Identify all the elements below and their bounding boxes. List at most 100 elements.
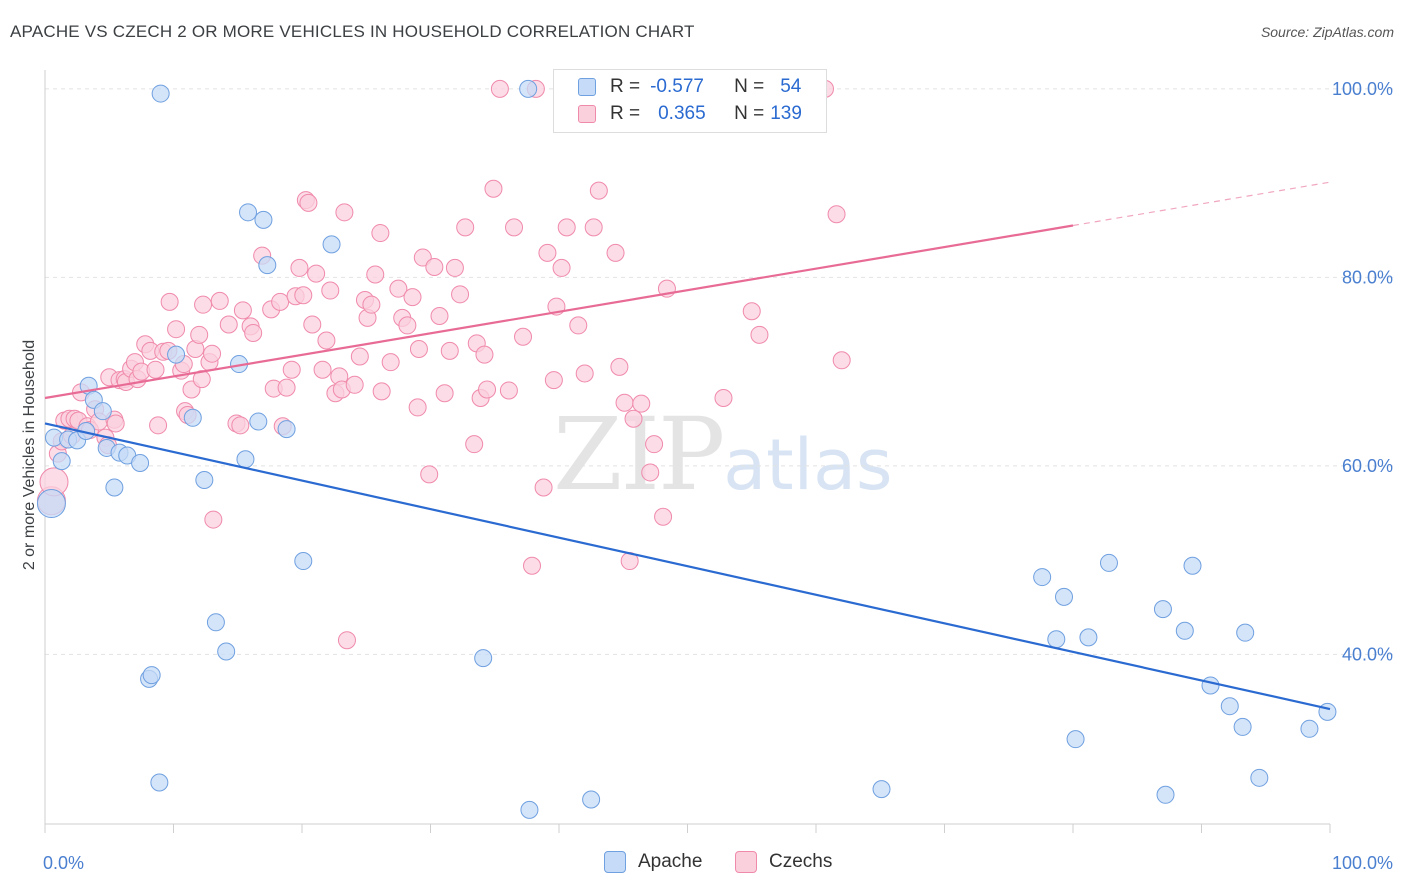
apache-point bbox=[105, 478, 124, 497]
czech-point bbox=[389, 279, 408, 298]
r-label: R = bbox=[610, 103, 641, 124]
czech-point bbox=[632, 394, 651, 413]
czech-point bbox=[475, 345, 494, 364]
czech-point bbox=[190, 325, 209, 344]
apache-point bbox=[322, 235, 341, 254]
apache-trend-line bbox=[44, 422, 1331, 711]
czech-point bbox=[366, 265, 385, 284]
apache-point bbox=[183, 408, 202, 427]
n-value: 139 bbox=[770, 103, 802, 124]
czech-point bbox=[381, 353, 400, 372]
apache-point bbox=[206, 613, 225, 632]
czech-point bbox=[313, 360, 332, 379]
czech-point bbox=[435, 384, 454, 403]
czech-point bbox=[345, 375, 364, 394]
apache-point bbox=[474, 649, 493, 668]
series-legend: Apache Czechs bbox=[0, 851, 1406, 879]
czech-point bbox=[219, 315, 238, 334]
czech-point bbox=[210, 291, 229, 310]
czech-point bbox=[299, 193, 318, 212]
czech-point bbox=[505, 218, 524, 237]
n-label: N = bbox=[734, 76, 765, 97]
r-label: R = bbox=[610, 76, 641, 97]
apache-legend-swatch bbox=[604, 851, 626, 873]
czech-point bbox=[445, 258, 464, 277]
apache-point bbox=[1183, 556, 1202, 575]
czech-point bbox=[244, 323, 263, 342]
apache-point bbox=[1156, 785, 1175, 804]
czech-point bbox=[827, 205, 846, 224]
czech-point bbox=[204, 510, 223, 529]
czech-point bbox=[523, 556, 542, 575]
apache-point bbox=[1033, 568, 1052, 587]
apache-point bbox=[1153, 600, 1172, 619]
czech-point bbox=[499, 381, 518, 400]
czech-point bbox=[552, 258, 571, 277]
n-label: N = bbox=[734, 103, 765, 124]
apache-point bbox=[93, 402, 112, 421]
czech-point bbox=[372, 382, 391, 401]
apache-point bbox=[1079, 628, 1098, 647]
apache-point bbox=[1201, 676, 1220, 695]
apache-point bbox=[277, 420, 296, 439]
czech-point bbox=[398, 316, 417, 335]
czech-point bbox=[307, 264, 326, 283]
apache-point bbox=[1236, 623, 1255, 642]
czech-point bbox=[335, 203, 354, 222]
x-tick-label-max: 100.0% bbox=[1332, 853, 1393, 873]
apache-point bbox=[519, 79, 538, 98]
y-tick-label: 80.0% bbox=[1342, 267, 1393, 287]
legend-item-czechs[interactable]: Czechs bbox=[735, 851, 832, 873]
czech-point bbox=[584, 218, 603, 237]
czech-point bbox=[569, 316, 588, 335]
czech-point bbox=[610, 357, 629, 376]
apache-point bbox=[1233, 717, 1252, 736]
y-tick-label: 100.0% bbox=[1332, 79, 1393, 99]
czech-point bbox=[465, 435, 484, 454]
czech-point bbox=[337, 631, 356, 650]
czech-point bbox=[282, 360, 301, 379]
czech-point bbox=[538, 243, 557, 262]
czech-point bbox=[624, 409, 643, 428]
apache-point bbox=[582, 790, 601, 809]
czech-point bbox=[750, 325, 769, 344]
czech-point bbox=[714, 388, 733, 407]
apache-point bbox=[36, 489, 66, 519]
stats-legend: R = -0.577 N = 54 R = 0.365 N = 139 bbox=[553, 69, 827, 133]
czech-point bbox=[106, 414, 125, 433]
czech-trend-extension bbox=[1072, 181, 1331, 227]
czech-point bbox=[409, 339, 428, 358]
czech-point bbox=[277, 378, 296, 397]
czech-point bbox=[534, 478, 553, 497]
czech-point bbox=[403, 288, 422, 307]
apache-point bbox=[1175, 621, 1194, 640]
apache-point bbox=[258, 256, 277, 275]
czech-point bbox=[589, 181, 608, 200]
apache-point bbox=[1047, 630, 1066, 649]
czech-point bbox=[321, 281, 340, 300]
czechs-swatch bbox=[578, 105, 596, 123]
czech-point bbox=[484, 179, 503, 198]
czech-point bbox=[294, 286, 313, 305]
apache-point bbox=[1055, 587, 1074, 606]
czech-point bbox=[514, 327, 533, 346]
apache-point bbox=[1220, 697, 1239, 716]
czech-point bbox=[167, 320, 186, 339]
chart-title: APACHE VS CZECH 2 OR MORE VEHICLES IN HO… bbox=[10, 22, 695, 41]
czech-point bbox=[557, 218, 576, 237]
source-label: Source: ZipAtlas.com bbox=[1260, 24, 1394, 40]
apache-point bbox=[520, 800, 539, 819]
czech-point bbox=[641, 463, 660, 482]
apache-point bbox=[1250, 768, 1269, 787]
legend-item-apache[interactable]: Apache bbox=[604, 851, 702, 873]
czech-point bbox=[645, 435, 664, 454]
czech-point bbox=[350, 347, 369, 366]
y-tick-label: 60.0% bbox=[1342, 456, 1393, 476]
czechs-legend-label: Czechs bbox=[769, 851, 833, 872]
czech-point bbox=[606, 243, 625, 262]
czech-point bbox=[742, 302, 761, 321]
czech-point bbox=[203, 344, 222, 363]
apache-swatch bbox=[578, 78, 596, 96]
n-value: 54 bbox=[780, 76, 802, 97]
